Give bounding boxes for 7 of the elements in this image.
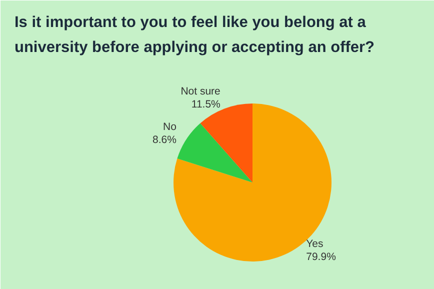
slice-label: No xyxy=(162,120,177,133)
slice-label: Not sure xyxy=(180,86,221,98)
data-label: 8.6% xyxy=(152,134,176,146)
slice-label: Yes xyxy=(306,238,324,250)
data-label: 11.5% xyxy=(191,98,220,111)
data-label: 79.9% xyxy=(306,250,336,263)
chart-title: Is it important to you to feel like you belong at a university before applying or accepting an offer? xyxy=(14,14,375,56)
